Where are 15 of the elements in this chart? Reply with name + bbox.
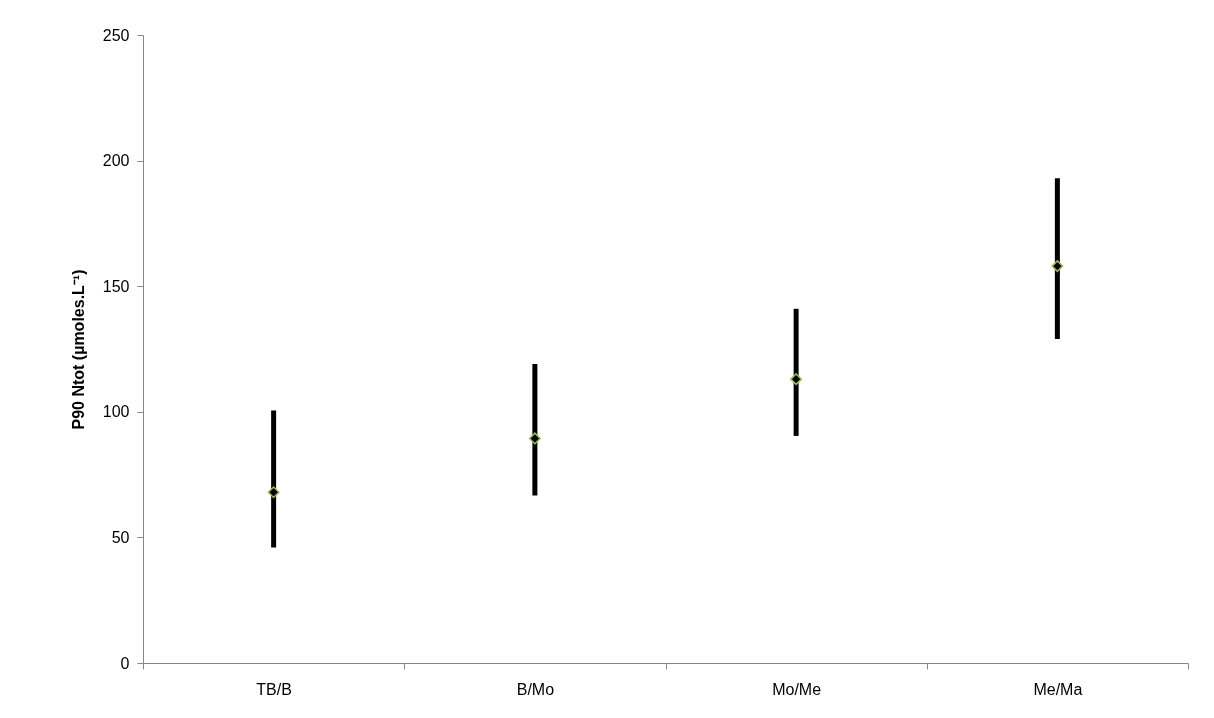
y-axis-title: P90 Ntot (µmoles.L⁻¹) bbox=[69, 269, 87, 430]
point bbox=[528, 432, 541, 445]
y-tick-label: 200 bbox=[102, 152, 130, 170]
point bbox=[1051, 260, 1064, 273]
x-tick-label: B/Mo bbox=[516, 680, 555, 698]
y-tick-label: 0 bbox=[120, 654, 130, 672]
x-tick-label: Mo/Me bbox=[772, 680, 822, 698]
y-tick-label: 150 bbox=[102, 277, 130, 295]
point bbox=[267, 486, 280, 499]
y-tick-label: 250 bbox=[102, 26, 130, 44]
x-tick-label: Me/Ma bbox=[1033, 680, 1083, 698]
y-tick-label: 100 bbox=[102, 403, 130, 421]
point bbox=[790, 373, 803, 386]
x-tick-label: TB/B bbox=[256, 680, 292, 698]
y-tick-label: 50 bbox=[111, 528, 130, 546]
